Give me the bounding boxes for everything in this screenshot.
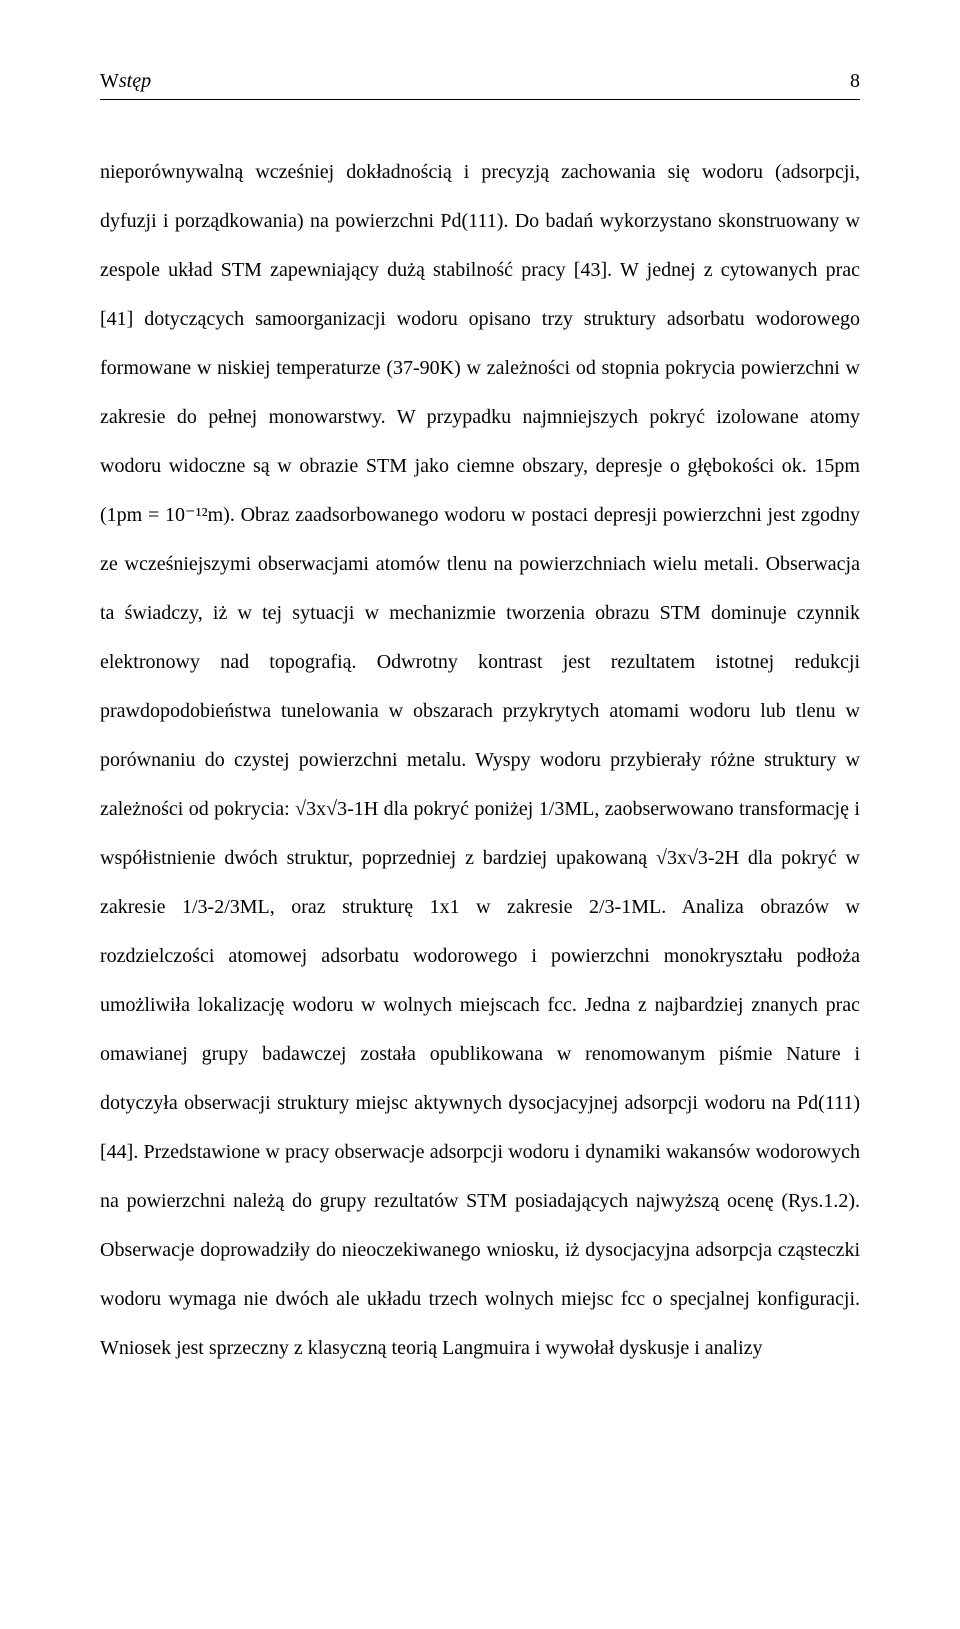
section-label-initial: W xyxy=(100,70,119,92)
page-number: 8 xyxy=(850,70,860,93)
page-header: Wstęp 8 xyxy=(100,70,860,100)
section-label: Wstęp xyxy=(100,70,151,93)
body-text: nieporównywalną wcześniej dokładnością i… xyxy=(100,148,860,1373)
paragraph: nieporównywalną wcześniej dokładnością i… xyxy=(100,148,860,1373)
section-label-rest: stęp xyxy=(119,70,151,92)
